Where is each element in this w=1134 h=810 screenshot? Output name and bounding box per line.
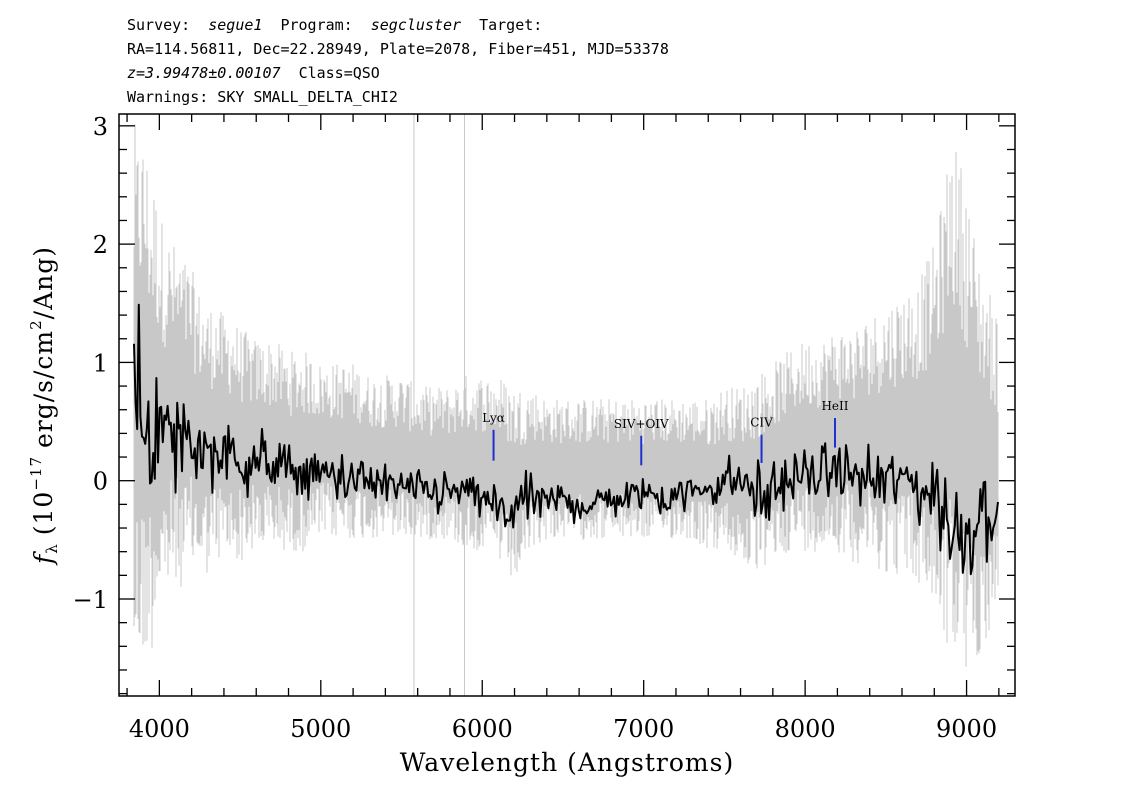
y-label-units: erg/s/cm	[29, 330, 58, 448]
redshift-value: z=3.99478±0.00107	[127, 64, 281, 82]
class-value: Class=QSO	[299, 64, 380, 82]
header-line-3: z=3.99478±0.00107 Class=QSO	[127, 64, 380, 82]
header-line-2: RA=114.56811, Dec=22.28949, Plate=2078, …	[127, 40, 669, 58]
line-label-3: HeII	[821, 399, 848, 413]
raw-spectrum-envelope	[133, 124, 999, 667]
y-label-prefix: (10	[29, 491, 58, 536]
program-key: Program:	[280, 16, 352, 34]
y-label-symbol: f	[29, 551, 58, 566]
x-tick-label: 8000	[775, 715, 836, 743]
y-tick-label: 3	[93, 113, 108, 141]
header: Survey: segue1 Program: segcluster Targe…	[127, 16, 669, 106]
x-tick-label: 6000	[452, 715, 513, 743]
y-label-units-exponent: 2	[27, 319, 45, 330]
flux-line	[133, 303, 999, 576]
plot-frame	[118, 113, 1016, 697]
x-axis-label: Wavelength (Angstroms)	[400, 748, 734, 777]
x-tick-label: 5000	[290, 715, 351, 743]
plot-area	[133, 114, 999, 696]
y-tick-label: −1	[73, 586, 108, 614]
survey-value: segue1	[208, 16, 262, 34]
y-label-suffix: /Ang)	[29, 246, 58, 319]
y-tick-label: 0	[93, 468, 108, 496]
y-label-subscript: λ	[43, 543, 61, 554]
target-key: Target:	[479, 16, 542, 34]
y-tick-label: 2	[93, 231, 108, 259]
y-tick-label: 1	[93, 349, 108, 377]
x-tick-label: 9000	[936, 715, 997, 743]
line-label-2: CIV	[750, 416, 773, 430]
survey-key: Survey:	[127, 16, 190, 34]
y-label-exponent: −17	[27, 456, 45, 491]
header-line-1: Survey: segue1 Program: segcluster Targe…	[127, 16, 542, 34]
program-value: segcluster	[371, 16, 461, 34]
line-label-1: SIV+OIV	[614, 417, 669, 431]
header-line-4: Warnings: SKY SMALL_DELTA_CHI2	[127, 88, 398, 106]
axes: Lyα SIV+OIV CIV HeII 4000 5000 6000 7000 8000 900…	[73, 113, 1016, 743]
x-tick-label: 4000	[129, 715, 190, 743]
y-axis-label: fλ (10−17 erg/s/cm2/Ang)	[27, 246, 61, 566]
x-tick-label: 7000	[613, 715, 674, 743]
line-label-0: Lyα	[482, 411, 505, 425]
